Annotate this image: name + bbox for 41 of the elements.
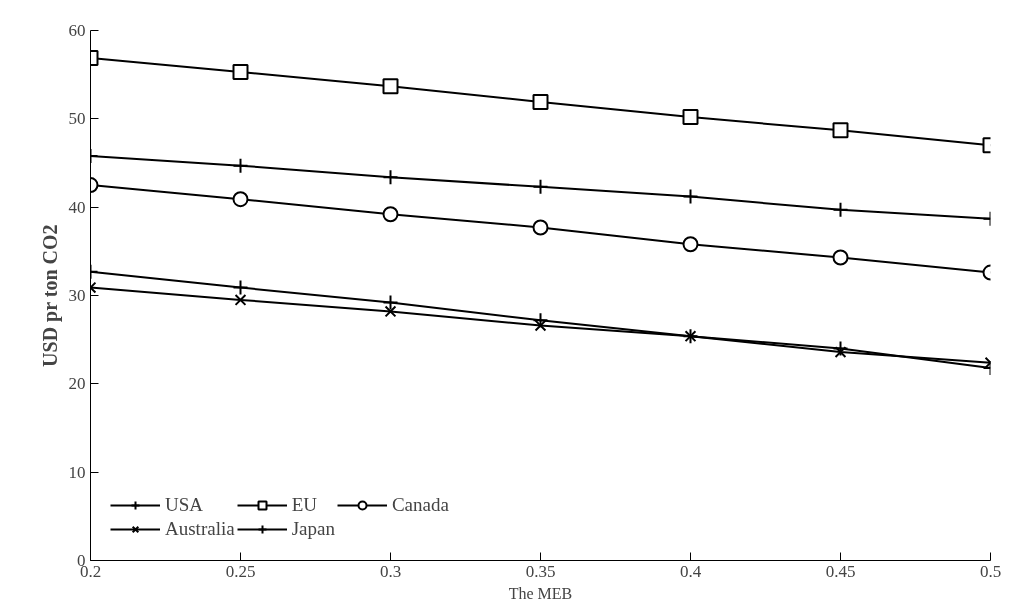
legend-label: Australia [165, 518, 235, 540]
point [384, 305, 397, 318]
y-axis-title: USD pr ton CO2 [38, 224, 62, 367]
y-tick-label: 30 [68, 286, 86, 305]
legend-label: EU [291, 494, 317, 516]
point [232, 64, 249, 81]
x-tick-label: 0.4 [679, 561, 702, 581]
y-tick-label: 40 [68, 197, 86, 217]
point [832, 122, 849, 139]
point [832, 249, 849, 266]
point [382, 78, 399, 95]
point [382, 294, 399, 311]
legend-label: USA [165, 494, 204, 516]
x-tick-label: 0.3 [379, 561, 402, 581]
y-tick-label: 20 [68, 374, 86, 394]
y-tick-label: 50 [68, 109, 86, 129]
point [232, 279, 249, 296]
point [832, 201, 849, 218]
point [234, 293, 247, 306]
x-tick-label: 0.25 [225, 561, 256, 581]
point [532, 94, 549, 111]
point [832, 340, 849, 357]
x-axis-title: The MEB [508, 584, 573, 602]
x-tick-label: 0.5 [979, 561, 1002, 581]
point [232, 157, 249, 174]
x-tick-label: 0.35 [525, 561, 556, 581]
legend-label: Canada [391, 494, 449, 516]
point [682, 188, 699, 205]
point [532, 312, 549, 329]
point [382, 169, 399, 186]
point [532, 178, 549, 195]
point [382, 206, 399, 223]
y-tick-label: 10 [68, 462, 86, 482]
y-tick-label: 60 [68, 21, 86, 40]
x-tick-label: 0.45 [825, 561, 856, 581]
point [532, 219, 549, 236]
point [232, 191, 249, 208]
point [834, 346, 847, 358]
legend-label: Japan [291, 518, 335, 540]
point [682, 236, 699, 253]
point [682, 109, 699, 126]
